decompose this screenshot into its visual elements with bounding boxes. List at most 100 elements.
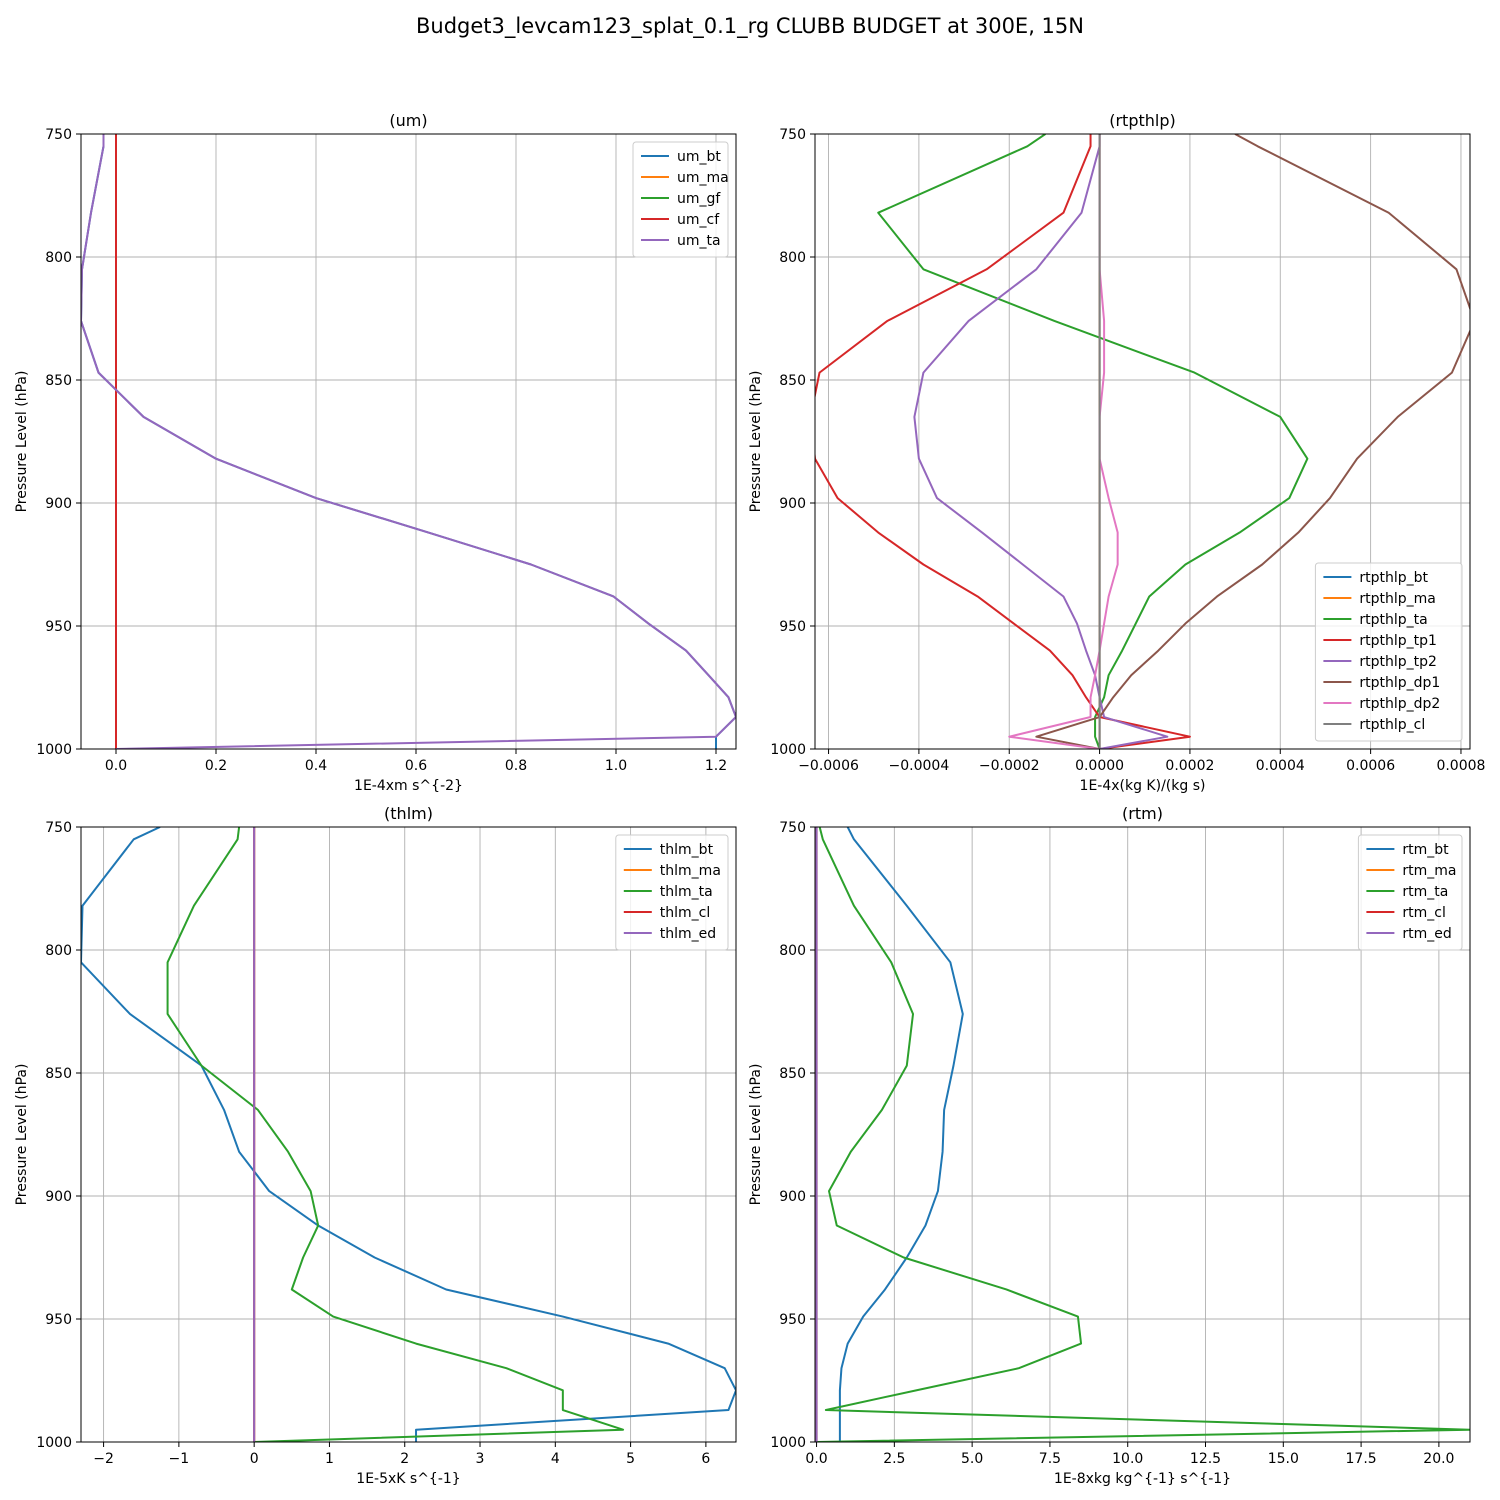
legend-label: rtm_cl — [1402, 905, 1445, 921]
series-rtm_bt — [838, 827, 964, 1442]
legend-box — [1357, 834, 1463, 951]
y-axis-label: Pressure Level (hPa) — [14, 371, 30, 513]
axes-frame — [814, 826, 1471, 1443]
ytick-label: 1000 — [770, 742, 806, 758]
xtick-label: 2.5 — [883, 1451, 905, 1467]
ytick-label: 1000 — [770, 1435, 806, 1451]
figure-title: Budget3_levcam123_splat_0.1_rg CLUBB BUD… — [416, 14, 1084, 38]
ytick-label: 900 — [45, 1189, 72, 1205]
xtick-label: 1.0 — [605, 758, 627, 774]
legend: rtm_bt rtm_ma rtm_ta rtm_cl rtm_ed — [1357, 834, 1463, 951]
x-axis-label: 1E-5xK s^{-1} — [356, 1471, 460, 1487]
xtick-label: 15.0 — [1268, 1451, 1299, 1467]
legend-label: rtpthlp_dp1 — [1359, 675, 1440, 691]
legend-label: rtpthlp_bt — [1359, 570, 1428, 586]
series-rtpthlp_dp1 — [1035, 134, 1470, 749]
x-axis-label: 1E-8xkg kg^{-1} s^{-1} — [1054, 1471, 1231, 1487]
ytick-label: 750 — [45, 820, 72, 836]
series-group — [81, 134, 736, 749]
legend-label: rtpthlp_dp2 — [1359, 696, 1440, 712]
xtick-label: 2 — [400, 1451, 409, 1467]
series-rtpthlp_ta — [877, 134, 1309, 749]
series-rtpthlp_tp1 — [815, 134, 1191, 749]
legend: rtpthlp_bt rtpthlp_ma rtpthlp_ta rtpthlp_tp… — [1314, 562, 1463, 742]
axes-frame — [80, 133, 737, 750]
xtick-label: 0.0 — [105, 758, 127, 774]
xtick-label: 3 — [476, 1451, 485, 1467]
xtick-label: 10.0 — [1112, 1451, 1143, 1467]
xtick-label: 7.5 — [1039, 1451, 1061, 1467]
ytick-label: 1000 — [36, 1435, 72, 1451]
xtick-label: 20.0 — [1423, 1451, 1454, 1467]
xtick-label: 0.4 — [305, 758, 327, 774]
xtick-label: 5.0 — [961, 1451, 983, 1467]
legend-label: thlm_ed — [660, 926, 716, 942]
ytick-label: 800 — [45, 250, 72, 266]
legend-label: thlm_bt — [660, 842, 714, 858]
ytick-label: 800 — [779, 943, 806, 959]
legend-box — [632, 141, 729, 258]
legend-label: rtpthlp_ma — [1359, 591, 1436, 607]
xtick-label: −0.0004 — [889, 758, 950, 774]
ytick-label: 850 — [779, 1066, 806, 1082]
legend-box — [615, 834, 729, 951]
xtick-label: 1.2 — [705, 758, 727, 774]
xtick-label: 0.8 — [505, 758, 527, 774]
subplot-title: (um) — [389, 111, 427, 130]
legend: um_bt um_ma um_gf um_cf um_ta — [632, 141, 729, 258]
xtick-label: 0.0004 — [1256, 758, 1305, 774]
y-axis-label: Pressure Level (hPa) — [748, 1064, 764, 1206]
xtick-label: 12.5 — [1190, 1451, 1221, 1467]
legend-label: thlm_ta — [660, 884, 713, 900]
subplot-title: (thlm) — [384, 804, 433, 823]
subplot-title: (rtpthlp) — [1109, 111, 1176, 130]
legend-label: rtpthlp_cl — [1359, 717, 1425, 733]
ytick-label: 900 — [779, 496, 806, 512]
xtick-label: −1 — [169, 1451, 190, 1467]
xtick-label: −0.0006 — [798, 758, 859, 774]
series-thlm_ta — [166, 827, 625, 1442]
series-group — [815, 134, 1470, 749]
ytick-label: 1000 — [36, 742, 72, 758]
ytick-label: 900 — [779, 1189, 806, 1205]
ytick-label: 900 — [45, 496, 72, 512]
legend-label: um_ma — [677, 170, 729, 186]
ytick-label: 950 — [45, 1312, 72, 1328]
xtick-label: 1 — [325, 1451, 334, 1467]
xtick-label: 0 — [250, 1451, 259, 1467]
xtick-label: −2 — [93, 1451, 114, 1467]
legend-label: thlm_cl — [660, 905, 710, 921]
legend-label: rtpthlp_ta — [1359, 612, 1427, 628]
series-um_ta — [81, 134, 736, 749]
legend-label: rtm_ma — [1402, 863, 1456, 879]
xtick-label: 0.0002 — [1165, 758, 1214, 774]
xtick-label: −0.0002 — [979, 758, 1040, 774]
ytick-label: 950 — [779, 619, 806, 635]
ytick-label: 750 — [45, 127, 72, 143]
subplot-0: 0.0 0.2 0.4 0.6 0.8 1.0 1.2 750 800 850 900 950 1000… — [14, 111, 737, 794]
subplot-1: −0.0006 −0.0004 −0.0002 0.0000 0.0002 0.0004 0… — [748, 111, 1485, 794]
xtick-label: 0.2 — [205, 758, 227, 774]
series-rtpthlp_tp2 — [913, 134, 1169, 749]
axes-frame — [814, 133, 1471, 750]
ytick-label: 800 — [779, 250, 806, 266]
y-axis-label: Pressure Level (hPa) — [14, 1064, 30, 1206]
legend-label: um_gf — [677, 191, 721, 207]
legend-label: rtpthlp_tp2 — [1359, 654, 1437, 670]
legend-label: um_ta — [677, 233, 721, 249]
xtick-label: 0.0000 — [1075, 758, 1124, 774]
xtick-label: 5 — [626, 1451, 635, 1467]
subplot-3: 0.0 2.5 5.0 7.5 10.0 12.5 15.0 17.5 20.0 750 800 85… — [748, 804, 1471, 1487]
series-rtm_ta — [816, 827, 1470, 1442]
ytick-label: 950 — [779, 1312, 806, 1328]
legend-label: rtm_bt — [1402, 842, 1449, 858]
subplot-2: −2 −1 0 1 2 3 4 5 6 750 800 850 900 950 1000 (thlm) 1E-5… — [14, 804, 737, 1487]
legend-label: rtm_ta — [1402, 884, 1448, 900]
xtick-label: 0.6 — [405, 758, 427, 774]
xtick-label: 0.0 — [805, 1451, 827, 1467]
ytick-label: 800 — [45, 943, 72, 959]
legend: thlm_bt thlm_ma thlm_ta thlm_cl thlm_ed — [615, 834, 729, 951]
series-rtpthlp_dp2 — [1008, 134, 1119, 749]
x-axis-label: 1E-4xm s^{-2} — [354, 778, 463, 794]
xtick-label: 0.0006 — [1346, 758, 1395, 774]
